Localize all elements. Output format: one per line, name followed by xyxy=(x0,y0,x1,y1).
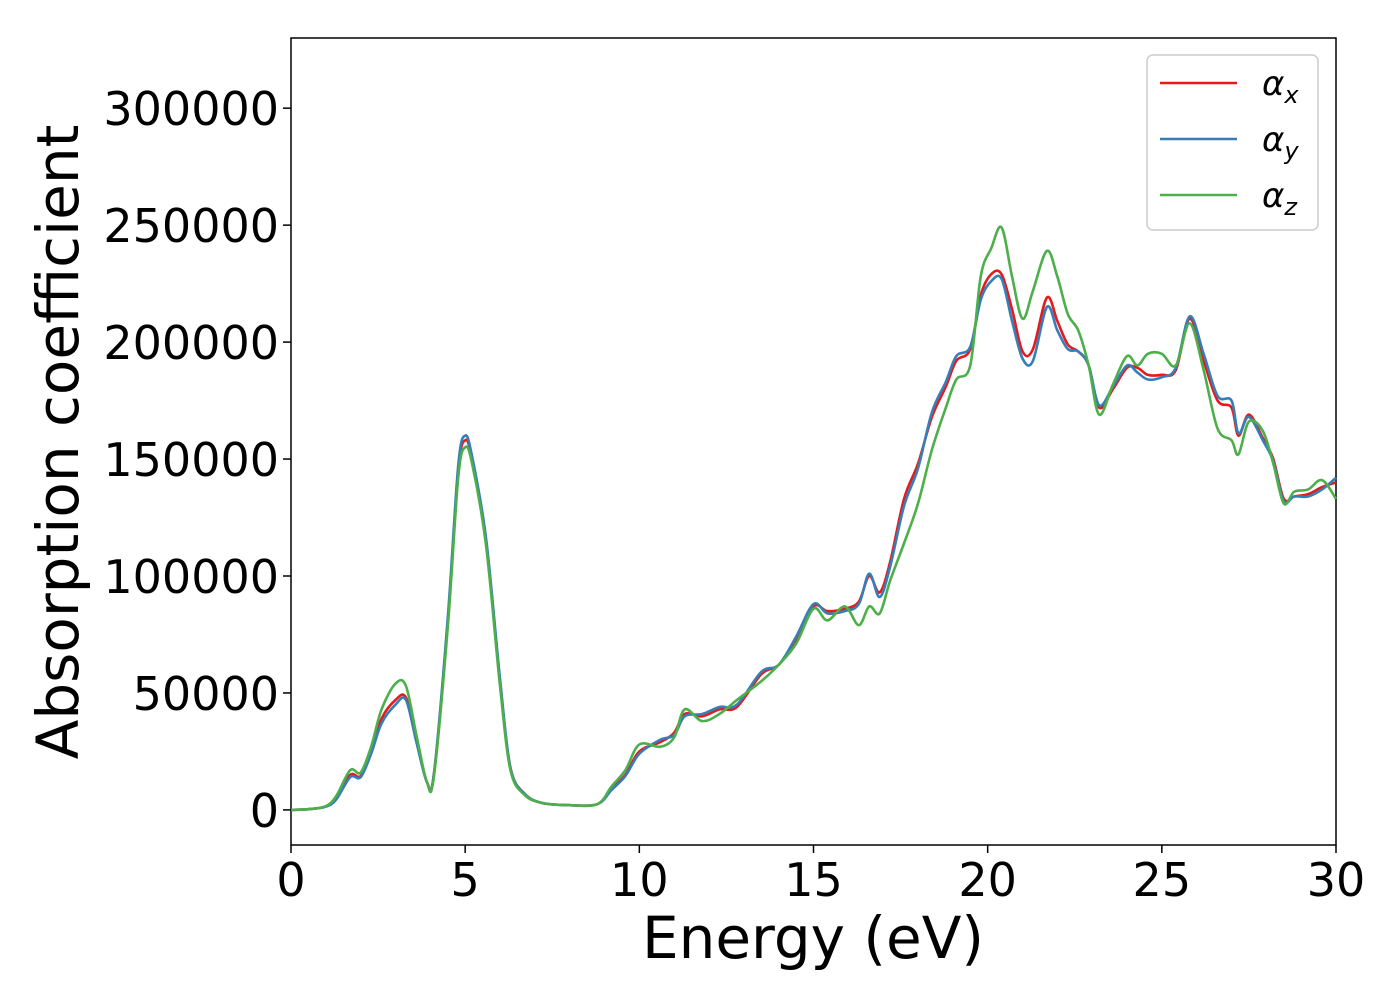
x-tick-label: 0 xyxy=(276,853,305,907)
x-axis-label: Energy (eV) xyxy=(642,904,984,972)
legend: αx αy αz xyxy=(1146,54,1319,231)
y-tick-label: 150000 xyxy=(103,433,279,487)
x-axis-ticks: 0 5 10 15 20 25 30 xyxy=(276,845,1365,907)
y-tick-label: 100000 xyxy=(103,550,279,604)
y-axis-ticks: 0 50000 100000 150000 200000 250000 300000 xyxy=(103,82,291,838)
y-axis-label: Absorption coefficient xyxy=(24,125,92,760)
y-tick-label: 0 xyxy=(250,784,279,838)
x-tick-label: 5 xyxy=(451,853,480,907)
series-layer xyxy=(290,225,1338,812)
y-tick-label: 50000 xyxy=(133,667,279,721)
x-tick-label: 25 xyxy=(1133,853,1192,907)
legend-label-y: αy xyxy=(1262,120,1299,165)
y-tick-label: 300000 xyxy=(103,82,279,136)
legend-items: αx αy αz xyxy=(1160,64,1299,221)
legend-label-x: αx xyxy=(1262,64,1299,109)
legend-box xyxy=(1146,54,1319,231)
legend-label-z: αz xyxy=(1262,176,1298,221)
x-tick-label: 20 xyxy=(958,853,1017,907)
x-tick-label: 15 xyxy=(784,853,843,907)
series-line-z xyxy=(290,225,1338,812)
y-tick-label: 200000 xyxy=(103,316,279,370)
x-tick-label: 10 xyxy=(610,853,669,907)
x-tick-label: 30 xyxy=(1307,853,1366,907)
y-tick-label: 250000 xyxy=(103,199,279,253)
